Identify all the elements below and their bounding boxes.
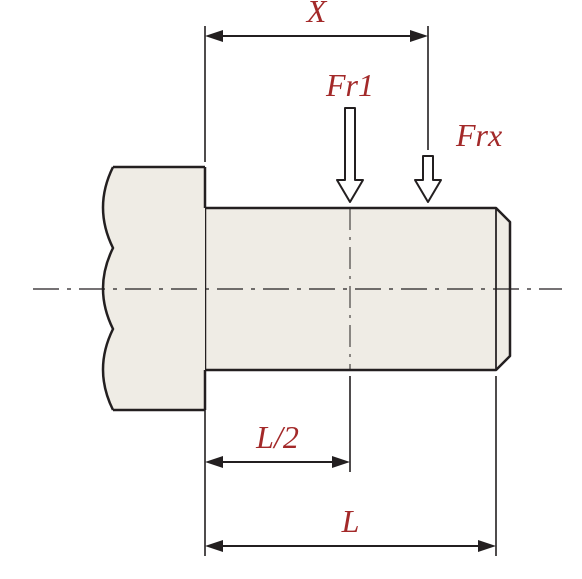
dimension-L-label: L	[341, 503, 360, 539]
dimension-L: L	[205, 503, 496, 552]
dimension-Lhalf: L/2	[205, 419, 350, 468]
force-Frx-label: Frx	[455, 117, 502, 153]
arrowhead	[410, 30, 428, 42]
arrowhead	[205, 540, 223, 552]
shaft-load-diagram: X L/2 L Fr1 Frx	[0, 0, 582, 579]
dimension-X: X	[205, 0, 428, 42]
arrowhead	[332, 456, 350, 468]
dimension-X-label: X	[305, 0, 328, 29]
force-Fr1: Fr1	[325, 67, 374, 202]
dimension-Lhalf-label: L/2	[255, 419, 299, 455]
arrowhead	[205, 456, 223, 468]
arrowhead	[205, 30, 223, 42]
force-Fr1-label: Fr1	[325, 67, 374, 103]
arrowhead	[478, 540, 496, 552]
